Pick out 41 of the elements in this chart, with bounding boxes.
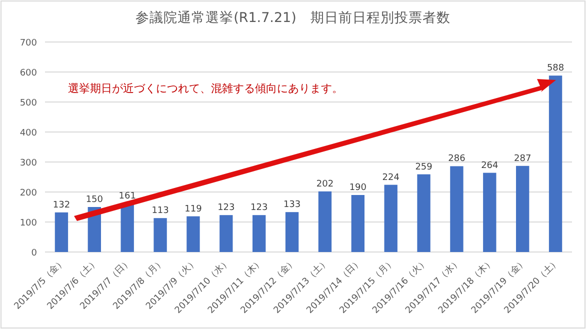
y-tick-label: 500 xyxy=(20,98,38,108)
data-label: 259 xyxy=(415,162,433,172)
bar xyxy=(120,204,134,252)
data-label: 133 xyxy=(283,200,301,210)
bar xyxy=(548,76,562,252)
data-label: 123 xyxy=(218,203,235,214)
y-tick-label: 200 xyxy=(20,188,38,198)
bar xyxy=(220,215,233,252)
bar xyxy=(351,195,364,252)
bar xyxy=(417,174,430,252)
bar xyxy=(252,215,266,252)
data-label: 588 xyxy=(546,64,564,74)
bar xyxy=(154,218,167,252)
data-label: 123 xyxy=(250,203,268,214)
bar xyxy=(186,216,200,252)
data-label: 190 xyxy=(349,183,367,193)
y-tick-label: 300 xyxy=(20,158,38,168)
bar xyxy=(285,212,299,252)
data-label: 287 xyxy=(514,154,532,164)
bar xyxy=(384,184,398,252)
y-tick-label: 400 xyxy=(20,128,38,138)
data-label: 119 xyxy=(184,204,202,214)
data-label: 286 xyxy=(448,154,466,164)
bar xyxy=(483,172,496,252)
y-tick-label: 100 xyxy=(20,218,38,228)
data-label: 264 xyxy=(481,160,499,171)
y-tick-label: 600 xyxy=(20,68,38,78)
data-label: 132 xyxy=(52,200,70,210)
bar xyxy=(450,166,464,252)
data-label: 224 xyxy=(382,172,400,183)
chart-title: 参議院通常選挙(R1.7.21) 期日前日程別投票者数 xyxy=(136,10,450,26)
bar xyxy=(318,191,332,252)
data-label: 202 xyxy=(316,179,334,190)
data-label: 113 xyxy=(152,206,169,216)
annotation: 選挙期日が近づくにつれて、混雑する傾向にあります。 xyxy=(68,82,343,95)
data-label: 161 xyxy=(118,192,136,202)
bar xyxy=(516,166,530,252)
y-tick-label: 700 xyxy=(20,38,38,48)
bar xyxy=(54,212,68,252)
data-label: 150 xyxy=(86,195,104,205)
y-tick-label: 0 xyxy=(31,248,38,258)
